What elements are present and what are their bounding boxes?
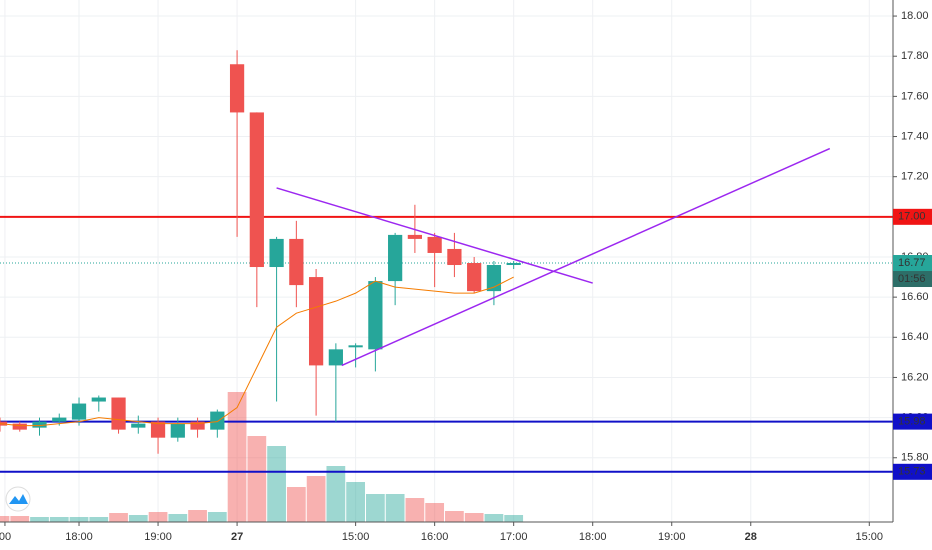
candle-body [91, 397, 106, 402]
x-tick-label: 18:00 [579, 531, 607, 543]
logo-icon[interactable] [9, 494, 28, 504]
price-label: 17.00 [898, 211, 926, 223]
countdown-box [893, 271, 932, 288]
x-tick-label: 15:00 [856, 531, 884, 543]
x-tick-label: 28 [745, 531, 757, 543]
volume-bar [425, 503, 445, 522]
price-label: 15.73 [898, 466, 926, 478]
candle-body [486, 265, 502, 292]
candle-body [249, 112, 264, 268]
candle-body [229, 64, 245, 113]
candle-body [170, 423, 185, 438]
y-tick-label: 16.60 [901, 291, 929, 303]
volume-bar [207, 512, 227, 522]
volume-bar [504, 515, 524, 522]
price-label-box [893, 463, 932, 480]
volume-bar [30, 517, 49, 522]
candle-body [210, 411, 225, 430]
x-tick-label: 19:00 [144, 531, 172, 543]
x-tick-label: 27 [231, 531, 243, 543]
x-tick-label: 18:00 [65, 531, 93, 543]
y-tick-label: 15.80 [901, 452, 929, 464]
x-tick-label: 15:00 [342, 531, 370, 543]
candle-body [308, 277, 324, 366]
volume-bar [326, 466, 346, 522]
candle-body [407, 234, 423, 239]
candle-body [131, 423, 146, 428]
candle-body [32, 421, 47, 428]
volume-bar [128, 515, 148, 522]
logo[interactable] [5, 486, 31, 512]
volume-bar [464, 513, 484, 522]
volume-bar [89, 517, 109, 522]
y-tick-label: 16.40 [901, 331, 929, 343]
price-label: 16.77 [898, 257, 926, 269]
price-label: 15.98 [898, 416, 926, 428]
candle-body [71, 403, 87, 420]
candle-body [348, 345, 363, 348]
volume-bar [286, 487, 306, 522]
x-tick-label: 16:00 [421, 531, 449, 543]
x-tick-label: 17:00 [500, 531, 528, 543]
y-tick-label: 16.20 [901, 371, 929, 383]
candle-body [190, 421, 205, 430]
volume-bar [49, 517, 69, 522]
candle-body [447, 248, 462, 266]
volume-bar [227, 392, 247, 522]
trendline [276, 187, 593, 284]
candle-body [506, 263, 521, 266]
y-tick-label: 17.80 [901, 50, 929, 62]
candle-body [150, 421, 166, 438]
volume-bar [405, 498, 425, 522]
y-tick-label: 17.40 [901, 130, 929, 142]
y-tick-label: 17.20 [901, 171, 929, 183]
price-label-box [893, 255, 932, 272]
candle-body [427, 236, 442, 253]
y-tick-label: 18.00 [901, 10, 929, 22]
volume-bar [148, 512, 168, 522]
moving-average [0, 276, 514, 427]
trendline [341, 147, 831, 367]
volume-bar [247, 436, 267, 522]
volume-bar [109, 513, 128, 522]
candle-body [368, 281, 383, 350]
candle-body [467, 263, 482, 292]
countdown: 01:56 [898, 273, 926, 285]
candle-body [269, 238, 284, 268]
volume-bar [306, 476, 326, 522]
volume-bar [346, 482, 365, 522]
candle-body [388, 234, 403, 282]
x-tick-label: 00 [0, 531, 11, 543]
price-label-box [893, 413, 932, 430]
volume-bar [10, 516, 30, 522]
volume-bar [267, 446, 286, 522]
volume-bar [385, 494, 405, 522]
volume-bar [168, 514, 188, 522]
candle-body [289, 238, 304, 286]
volume-bar [0, 516, 10, 522]
volume-bar [69, 517, 89, 522]
x-tick-label: 19:00 [658, 531, 686, 543]
volume-bar [484, 514, 504, 522]
candle-body [328, 349, 343, 366]
volume-bar [188, 510, 207, 522]
candle-body [52, 417, 67, 422]
candle-body [12, 423, 27, 430]
logo-circle[interactable] [5, 486, 31, 512]
y-tick-label: 17.60 [901, 90, 929, 102]
volume-bar [365, 494, 385, 522]
volume-bar [445, 511, 464, 522]
price-label-box [893, 208, 932, 225]
candle-body [111, 397, 126, 430]
